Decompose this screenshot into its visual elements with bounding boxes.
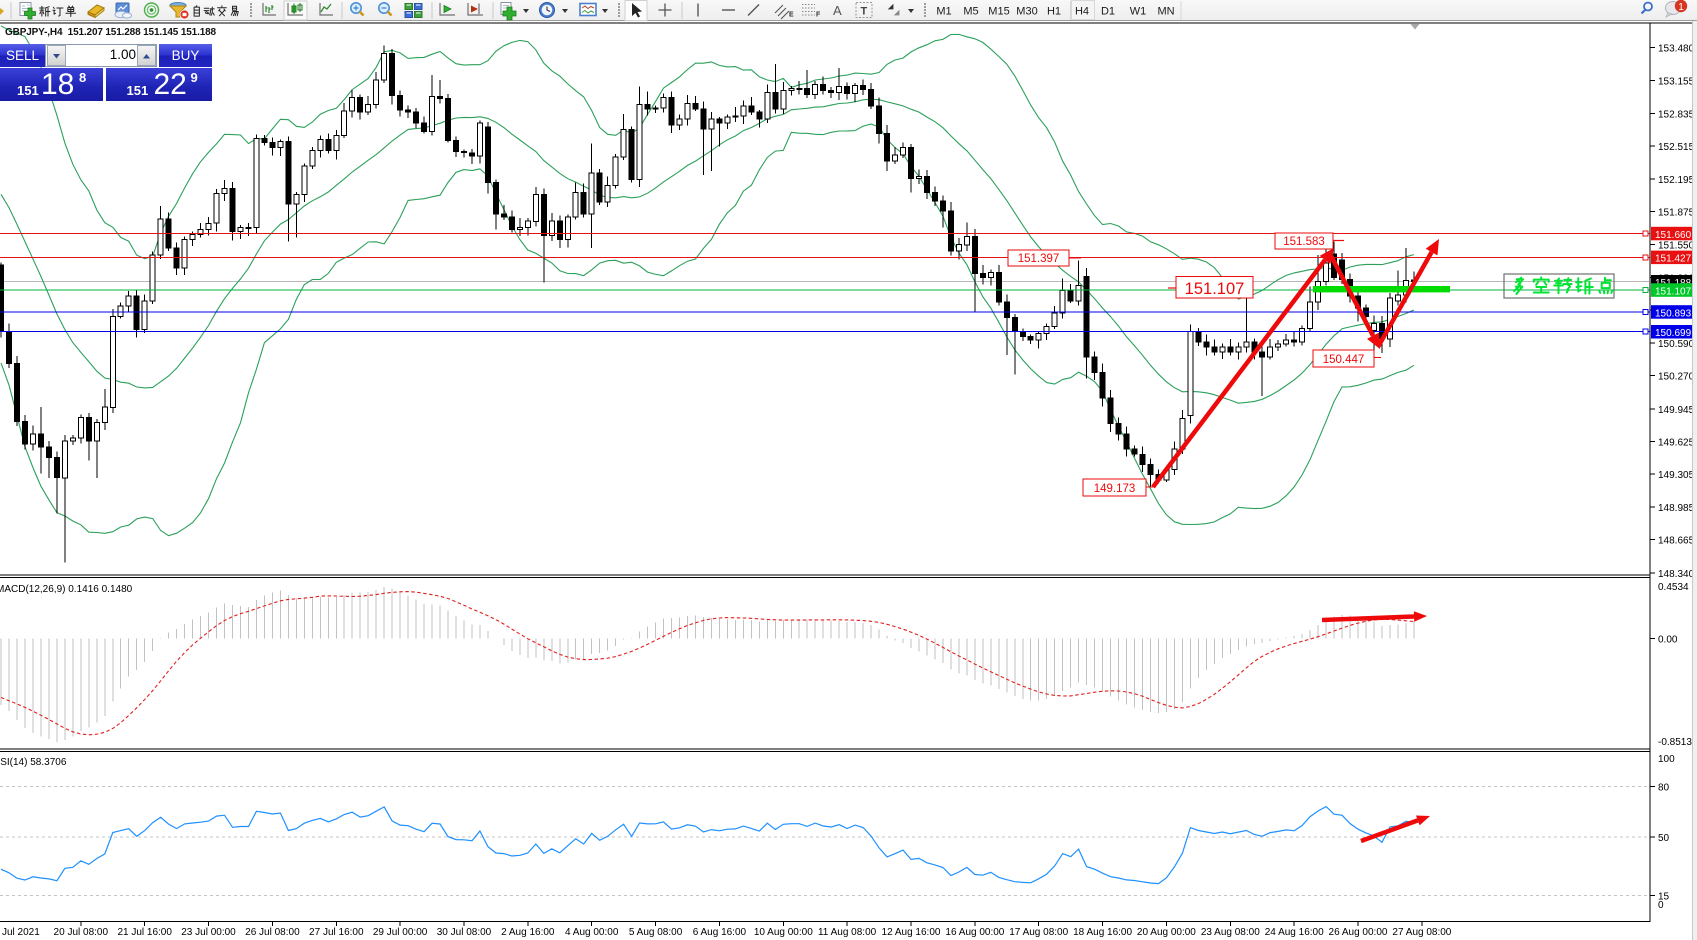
svg-text:T: T xyxy=(861,6,868,18)
svg-text:A: A xyxy=(833,3,842,18)
svg-text:23 Jul 00:00: 23 Jul 00:00 xyxy=(181,927,236,938)
svg-text:151.583: 151.583 xyxy=(1283,236,1325,248)
svg-text:149.625: 149.625 xyxy=(1658,438,1695,449)
svg-text:151.660: 151.660 xyxy=(1655,230,1692,241)
svg-text:RSI(14) 58.3706: RSI(14) 58.3706 xyxy=(0,757,67,768)
svg-text:150.270: 150.270 xyxy=(1658,372,1695,383)
svg-text:E: E xyxy=(789,12,794,19)
svg-text:50: 50 xyxy=(1658,833,1670,844)
svg-text:29 Jul 00:00: 29 Jul 00:00 xyxy=(373,927,428,938)
svg-text:153.480: 153.480 xyxy=(1658,44,1695,55)
svg-text:26 Jul 08:00: 26 Jul 08:00 xyxy=(245,927,300,938)
svg-text:148.340: 148.340 xyxy=(1658,569,1695,580)
svg-text:Jul 2021: Jul 2021 xyxy=(2,927,40,938)
svg-text:20 Aug 00:00: 20 Aug 00:00 xyxy=(1137,927,1196,938)
svg-text:149.945: 149.945 xyxy=(1658,405,1695,416)
svg-text:MACD(12,26,9) 0.1416 0.1480: MACD(12,26,9) 0.1416 0.1480 xyxy=(0,584,133,595)
svg-text:2 Aug 16:00: 2 Aug 16:00 xyxy=(501,927,555,938)
svg-text:15: 15 xyxy=(1658,892,1670,903)
svg-text:H4: H4 xyxy=(1075,6,1089,18)
svg-text:0.00: 0.00 xyxy=(1658,634,1678,645)
svg-text:27 Jul 16:00: 27 Jul 16:00 xyxy=(309,927,364,938)
svg-text:12 Aug 16:00: 12 Aug 16:00 xyxy=(882,927,941,938)
svg-text:4 Aug 00:00: 4 Aug 00:00 xyxy=(565,927,619,938)
svg-text:152.515: 152.515 xyxy=(1658,142,1695,153)
svg-text:-0.8513: -0.8513 xyxy=(1658,737,1692,748)
svg-text:W1: W1 xyxy=(1130,6,1147,18)
svg-text:18 Aug 16:00: 18 Aug 16:00 xyxy=(1073,927,1132,938)
svg-text:27 Aug 08:00: 27 Aug 08:00 xyxy=(1392,927,1451,938)
svg-text:M15: M15 xyxy=(988,6,1009,18)
svg-text:150.447: 150.447 xyxy=(1323,354,1365,366)
svg-text:149.173: 149.173 xyxy=(1094,483,1136,495)
svg-text:1: 1 xyxy=(1678,2,1684,13)
svg-text:148.985: 148.985 xyxy=(1658,503,1695,514)
svg-text:149.305: 149.305 xyxy=(1658,470,1695,481)
svg-text:151.550: 151.550 xyxy=(1658,241,1695,252)
svg-text:30 Jul 08:00: 30 Jul 08:00 xyxy=(437,927,492,938)
svg-text:150.699: 150.699 xyxy=(1655,328,1692,339)
svg-text:M30: M30 xyxy=(1016,6,1037,18)
svg-text:10 Aug 00:00: 10 Aug 00:00 xyxy=(754,927,813,938)
svg-text:148.665: 148.665 xyxy=(1658,536,1695,547)
svg-text:6 Aug 16:00: 6 Aug 16:00 xyxy=(693,927,747,938)
svg-text:0.4534: 0.4534 xyxy=(1658,582,1689,593)
svg-text:D1: D1 xyxy=(1101,6,1115,18)
svg-text:151.107: 151.107 xyxy=(1655,286,1692,297)
svg-text:16 Aug 00:00: 16 Aug 00:00 xyxy=(945,927,1004,938)
svg-text:F: F xyxy=(816,12,821,19)
svg-text:5 Aug 08:00: 5 Aug 08:00 xyxy=(629,927,683,938)
svg-text:151.107: 151.107 xyxy=(1185,280,1245,298)
svg-text:151.427: 151.427 xyxy=(1655,254,1692,265)
svg-text:24 Aug 16:00: 24 Aug 16:00 xyxy=(1265,927,1324,938)
svg-text:151.397: 151.397 xyxy=(1018,253,1060,265)
svg-text:151.875: 151.875 xyxy=(1658,208,1695,219)
svg-text:26 Aug 00:00: 26 Aug 00:00 xyxy=(1329,927,1388,938)
svg-text:21 Jul 16:00: 21 Jul 16:00 xyxy=(117,927,172,938)
svg-text:150.893: 150.893 xyxy=(1655,308,1692,319)
svg-text:80: 80 xyxy=(1658,783,1670,794)
svg-text:152.195: 152.195 xyxy=(1658,175,1695,186)
svg-text:0: 0 xyxy=(1658,900,1664,911)
svg-text:152.835: 152.835 xyxy=(1658,109,1695,120)
svg-text:153.155: 153.155 xyxy=(1658,77,1695,88)
svg-text:20 Jul 08:00: 20 Jul 08:00 xyxy=(54,927,109,938)
svg-text:MN: MN xyxy=(1157,6,1174,18)
svg-text:23 Aug 08:00: 23 Aug 08:00 xyxy=(1201,927,1260,938)
svg-text:150.590: 150.590 xyxy=(1658,339,1695,350)
svg-text:17 Aug 08:00: 17 Aug 08:00 xyxy=(1009,927,1068,938)
svg-text:M1: M1 xyxy=(936,6,951,18)
svg-text:H1: H1 xyxy=(1047,6,1061,18)
svg-text:M5: M5 xyxy=(963,6,978,18)
svg-text:11 Aug 08:00: 11 Aug 08:00 xyxy=(818,927,877,938)
svg-text:100: 100 xyxy=(1658,754,1675,765)
